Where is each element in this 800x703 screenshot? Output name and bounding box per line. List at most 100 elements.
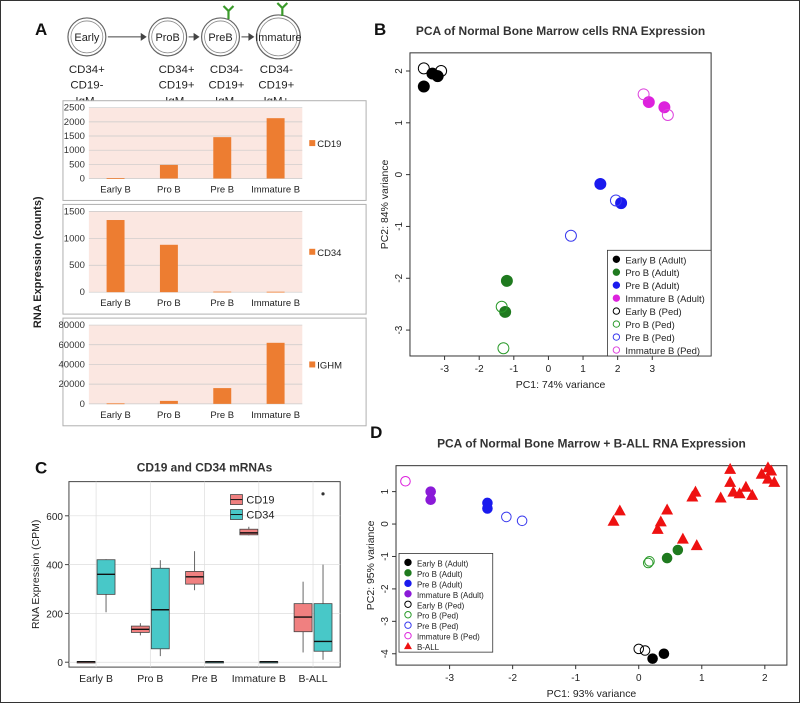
stage-inner-circle [259,17,298,57]
antibody-icon [222,5,235,19]
data-point [516,515,528,527]
legend-label: Immature B (Adult) [625,294,704,305]
x-tick-label: Early B [100,410,131,421]
boxplot-c: Early B Pro B Pre B Immature B B-ALL 0 200 400 6… [31,461,341,685]
data-point [417,80,430,93]
legend-marker [404,590,412,598]
y-tick-label: 80000 [59,320,85,331]
x-tick-label: Pre B [210,410,234,421]
bar [213,388,232,404]
box [239,528,259,536]
legend-swatch [309,361,316,368]
data-point [564,229,577,242]
x-tick-label: Pre B [191,674,217,685]
scatter-d: -3 -2 -1 0 1 2 -4 -3 -2 -1 0 1 PCA of Normal Bone Ma… [366,437,788,700]
bar [213,137,232,179]
y-tick-label: 40000 [59,359,85,370]
box [96,559,116,595]
y-tick-label: 1 [394,120,405,126]
y-axis-label: PC2: 95% variance [366,520,377,610]
x-tick-label: Pro B [137,674,163,685]
stage-marker-text: CD19- [70,80,103,92]
legend-label: CD19 [317,139,341,150]
legend-box [398,553,494,653]
x-tick-label: -1 [571,673,580,684]
data-point [647,653,658,664]
bar [159,164,178,179]
legend-label: Pre B (Adult) [417,580,463,589]
data-point [500,274,513,287]
y-axis-label: RNA Expression (CPM) [31,520,42,629]
legend-marker [404,611,412,619]
y-tick-label: 60000 [59,340,85,351]
stage-marker-text: CD34+ [159,64,195,76]
data-point [495,300,508,313]
legend-label: CD19 [246,495,274,507]
legend-marker [403,642,412,650]
x-axis-label: PC1: 74% variance [516,380,606,391]
stage-inner-circle [204,20,237,54]
box [313,603,333,652]
x-tick-label: 0 [636,673,642,684]
data-point [501,511,512,523]
data-point-triangle [607,514,620,526]
panel-letter-b: B [374,20,386,39]
y-tick-label: 500 [69,159,85,170]
y-tick-label: 20000 [59,379,85,390]
y-tick-label: -1 [380,552,391,561]
x-tick-label: -1 [509,364,518,375]
legend-marker [404,631,412,640]
y-tick-label: 0 [394,171,405,177]
stage-inner-circle [151,20,185,54]
x-tick-label: Pro B [157,184,181,195]
scatter-b: -3 -2 -1 0 1 2 3 -3 -2 -1 0 1 2 PCA of Normal Bone Ma… [380,24,712,391]
arrow-head-icon [140,32,147,41]
bar [266,118,285,179]
stage-marker-text: CD19+ [209,80,245,92]
data-point [435,65,448,77]
panel-letter-c: C [35,459,47,478]
data-point [594,177,607,190]
data-point [637,88,650,101]
bar [106,403,125,405]
y-tick-label: 2 [394,68,405,74]
legend-box [607,249,712,357]
x-tick-label: Immature B [251,184,300,195]
y-tick-label: -2 [380,584,391,593]
data-point-triangle [686,490,699,502]
y-tick-label: 0 [80,399,85,410]
y-tick-label: 0 [57,658,63,669]
stage-3: PreB [200,5,241,57]
legend-marker [404,558,412,567]
stage-1: Early [67,17,107,57]
data-point [644,556,655,567]
legend-marker [404,600,412,608]
data-point-triangle [613,504,626,516]
legend-marker [612,307,621,315]
legend-label: Early B (Ped) [625,307,681,318]
arrow-head-icon [248,32,255,41]
x-tick-label: Immature B [232,674,286,685]
chart-title: PCA of Normal Bone Marrow + B-ALL RNA Ex… [437,437,746,451]
data-point-triangle [661,503,674,515]
data-point [661,109,674,122]
x-tick-label: Pre B [210,184,234,195]
data-point [639,645,651,656]
legend-label: Early B (Adult) [417,559,469,568]
y-tick-label: 0 [380,521,391,527]
y-tick-label: 1000 [64,233,85,244]
stage-marker-text: CD19+ [258,80,294,92]
panel-a-ylabel: RNA Expression (counts) [32,196,44,328]
antibody-icon [276,2,289,16]
data-point-triangle [651,522,664,534]
y-axis-label: PC2: 84% variance [380,159,391,249]
y-tick-label: 0 [80,173,85,184]
x-tick-label: Early B [100,298,131,309]
stage-marker-text: CD34- [210,64,243,76]
x-tick-label: 0 [546,364,552,375]
data-point [400,475,411,487]
stage-marker-text: CD19+ [159,80,195,92]
x-tick-label: -3 [445,673,454,684]
data-point-triangle [676,532,689,544]
x-tick-label: -3 [440,364,449,375]
